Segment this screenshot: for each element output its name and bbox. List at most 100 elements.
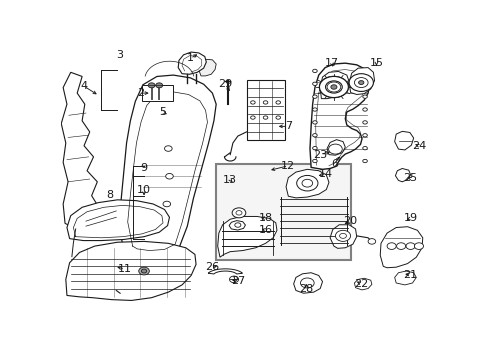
Text: 25: 25 (404, 174, 417, 184)
Circle shape (336, 230, 351, 242)
Circle shape (163, 201, 171, 207)
Circle shape (319, 76, 348, 98)
Circle shape (363, 159, 368, 163)
Circle shape (363, 82, 368, 85)
Polygon shape (199, 59, 216, 76)
Circle shape (232, 208, 246, 218)
Text: 3: 3 (117, 50, 123, 60)
Circle shape (236, 211, 242, 215)
Text: 22: 22 (354, 279, 368, 289)
Circle shape (319, 76, 348, 98)
Polygon shape (320, 72, 349, 99)
Text: 27: 27 (231, 276, 245, 286)
Circle shape (363, 147, 368, 150)
Circle shape (363, 69, 368, 73)
Circle shape (165, 146, 172, 151)
Circle shape (166, 174, 173, 179)
Polygon shape (327, 140, 345, 155)
Polygon shape (66, 242, 196, 301)
Polygon shape (119, 75, 216, 254)
Polygon shape (394, 271, 416, 285)
Text: 5: 5 (160, 108, 167, 117)
Circle shape (363, 134, 368, 137)
Circle shape (313, 134, 317, 137)
Polygon shape (218, 216, 277, 257)
Text: 10: 10 (137, 185, 151, 194)
Text: 28: 28 (299, 284, 313, 293)
Circle shape (387, 243, 396, 249)
Circle shape (313, 69, 317, 73)
Circle shape (250, 116, 255, 119)
Circle shape (313, 82, 317, 85)
Text: 19: 19 (404, 213, 417, 224)
Text: 15: 15 (369, 58, 384, 68)
Polygon shape (395, 168, 411, 182)
Circle shape (359, 81, 364, 85)
Circle shape (363, 95, 368, 98)
Circle shape (313, 108, 317, 111)
Text: 16: 16 (259, 225, 273, 235)
Circle shape (139, 267, 149, 275)
Polygon shape (178, 52, 206, 74)
Polygon shape (349, 68, 374, 94)
Text: 7: 7 (285, 121, 292, 131)
Text: 11: 11 (118, 264, 132, 274)
Polygon shape (354, 278, 372, 290)
Polygon shape (330, 225, 357, 248)
Circle shape (263, 116, 268, 119)
Polygon shape (208, 269, 243, 274)
Circle shape (363, 108, 368, 111)
Circle shape (300, 278, 314, 288)
Text: 4: 4 (80, 81, 88, 91)
Text: 24: 24 (412, 141, 426, 151)
Bar (246, 80, 285, 140)
Circle shape (406, 243, 415, 249)
Circle shape (354, 77, 368, 87)
Text: 2: 2 (137, 88, 144, 98)
Bar (216, 164, 351, 260)
Text: 26: 26 (205, 262, 220, 272)
Text: 13: 13 (223, 175, 237, 185)
Circle shape (229, 276, 239, 283)
Circle shape (396, 243, 406, 249)
Circle shape (325, 81, 342, 93)
Polygon shape (61, 72, 98, 229)
Circle shape (235, 223, 241, 227)
Circle shape (327, 82, 341, 92)
Circle shape (148, 83, 155, 88)
Text: 21: 21 (404, 270, 417, 280)
Text: 6: 6 (331, 159, 338, 169)
Circle shape (313, 95, 317, 98)
Polygon shape (394, 131, 414, 150)
Polygon shape (229, 221, 245, 230)
Polygon shape (294, 273, 322, 293)
Circle shape (297, 175, 318, 191)
Text: 29: 29 (218, 79, 232, 89)
Circle shape (142, 269, 147, 273)
Circle shape (363, 121, 368, 124)
Circle shape (302, 179, 313, 187)
Circle shape (313, 147, 317, 150)
Circle shape (313, 159, 317, 163)
Polygon shape (310, 63, 369, 169)
Circle shape (340, 233, 346, 238)
Text: 17: 17 (324, 58, 339, 68)
Text: 20: 20 (343, 216, 357, 226)
Text: 9: 9 (141, 163, 147, 173)
Circle shape (250, 101, 255, 104)
Circle shape (349, 74, 373, 91)
Circle shape (276, 101, 280, 104)
Bar (142, 85, 173, 102)
Circle shape (329, 144, 343, 154)
Circle shape (156, 83, 163, 88)
Text: 18: 18 (259, 213, 273, 224)
Text: 12: 12 (281, 161, 295, 171)
Circle shape (313, 121, 317, 124)
Text: 23: 23 (313, 150, 327, 159)
Circle shape (415, 243, 423, 249)
Polygon shape (286, 169, 329, 198)
Polygon shape (67, 200, 170, 240)
Polygon shape (380, 227, 423, 268)
Circle shape (368, 239, 376, 244)
Circle shape (331, 85, 337, 89)
